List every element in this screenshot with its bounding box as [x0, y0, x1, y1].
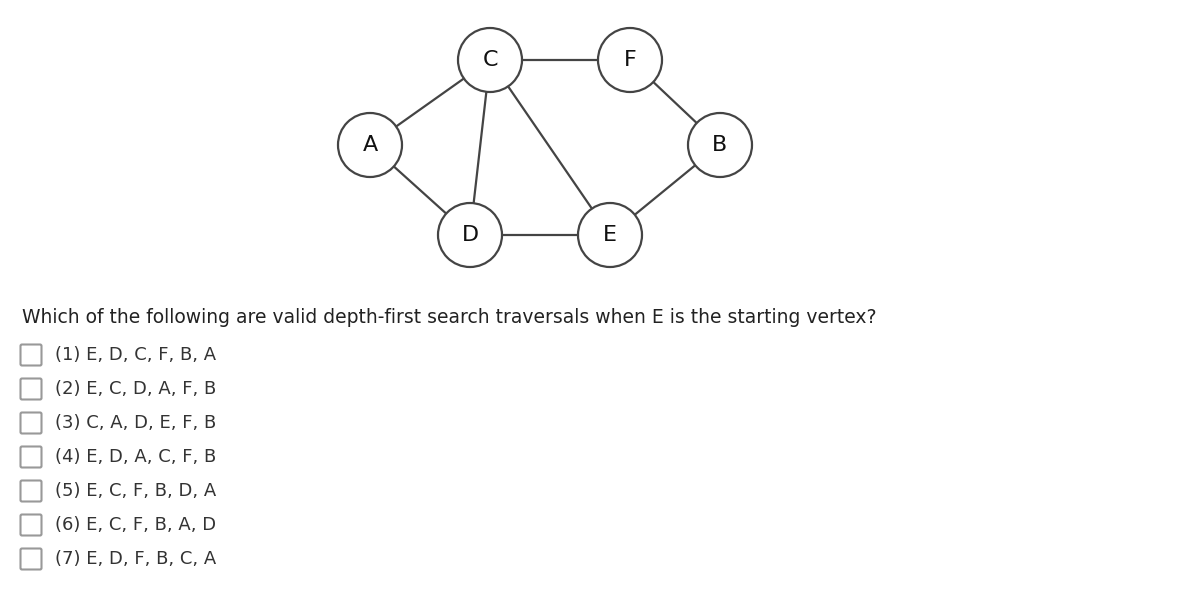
FancyBboxPatch shape	[20, 481, 42, 501]
Text: B: B	[713, 135, 727, 155]
Circle shape	[338, 113, 402, 177]
Circle shape	[598, 28, 662, 92]
Text: D: D	[462, 225, 479, 245]
Text: C: C	[482, 50, 498, 70]
Text: F: F	[624, 50, 636, 70]
Text: (3) C, A, D, E, F, B: (3) C, A, D, E, F, B	[55, 414, 216, 432]
Text: E: E	[604, 225, 617, 245]
Text: (6) E, C, F, B, A, D: (6) E, C, F, B, A, D	[55, 516, 216, 534]
Circle shape	[688, 113, 752, 177]
FancyBboxPatch shape	[20, 345, 42, 366]
Text: (5) E, C, F, B, D, A: (5) E, C, F, B, D, A	[55, 482, 216, 500]
FancyBboxPatch shape	[20, 379, 42, 399]
Text: (4) E, D, A, C, F, B: (4) E, D, A, C, F, B	[55, 448, 216, 466]
Circle shape	[578, 203, 642, 267]
Text: (7) E, D, F, B, C, A: (7) E, D, F, B, C, A	[55, 550, 216, 568]
Text: Which of the following are valid depth-first search traversals when E is the sta: Which of the following are valid depth-f…	[22, 308, 876, 327]
FancyBboxPatch shape	[20, 412, 42, 434]
Circle shape	[458, 28, 522, 92]
FancyBboxPatch shape	[20, 548, 42, 570]
Text: (1) E, D, C, F, B, A: (1) E, D, C, F, B, A	[55, 346, 216, 364]
FancyBboxPatch shape	[20, 515, 42, 535]
FancyBboxPatch shape	[20, 446, 42, 468]
Circle shape	[438, 203, 502, 267]
Text: (2) E, C, D, A, F, B: (2) E, C, D, A, F, B	[55, 380, 216, 398]
Text: A: A	[362, 135, 378, 155]
